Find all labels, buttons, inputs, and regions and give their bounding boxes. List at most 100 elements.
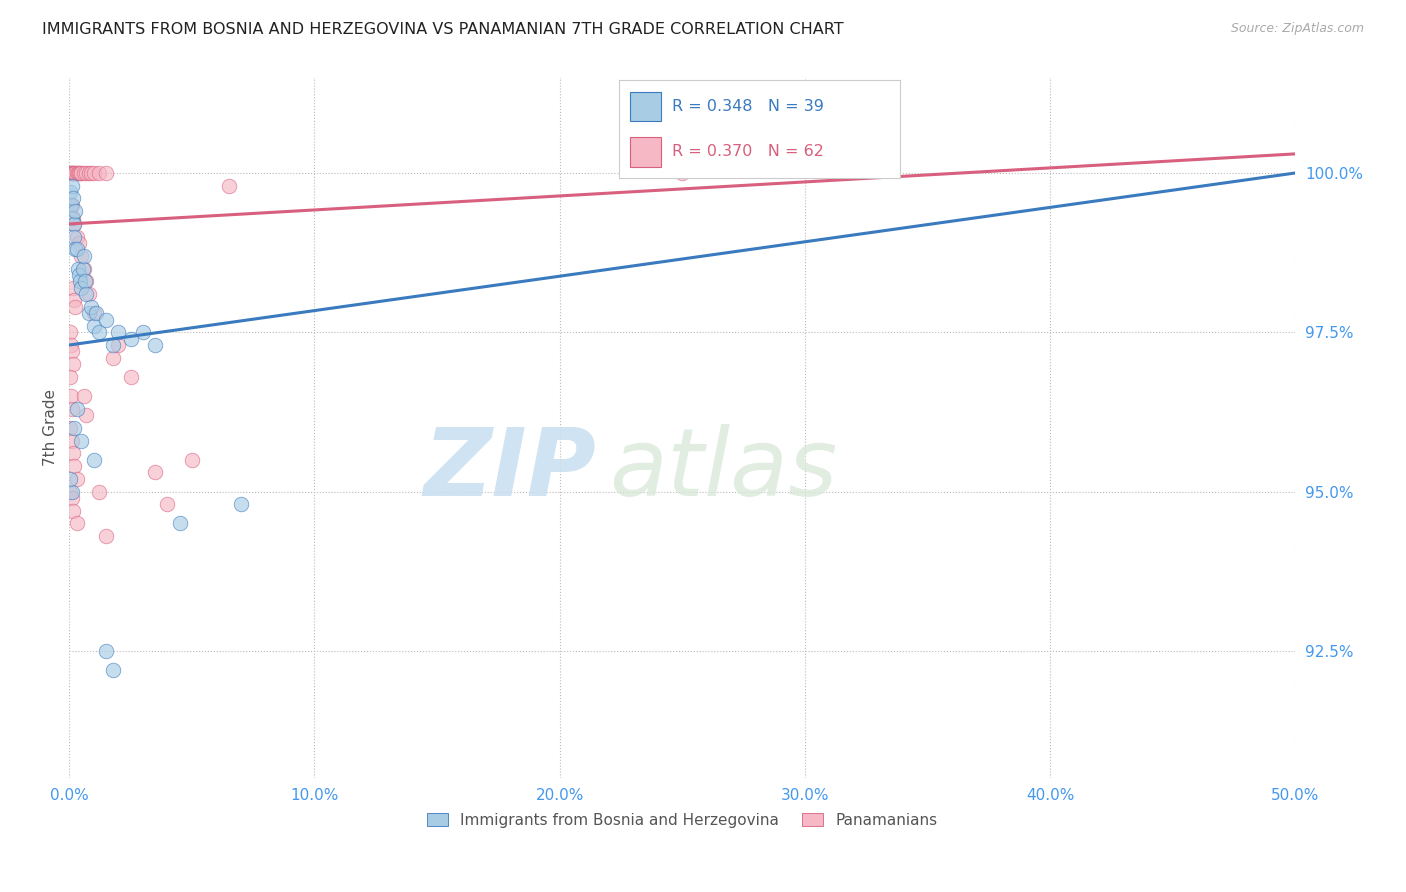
Point (62, 503, 84, 517)
Point (87, 484, 110, 499)
Point (62, 166, 84, 180)
Point (66, 166, 89, 180)
Legend: Immigrants from Bosnia and Herzegovina, Panamanians: Immigrants from Bosnia and Herzegovina, … (420, 806, 943, 834)
Point (107, 326, 129, 340)
Point (63, 229, 86, 244)
Point (73, 166, 96, 180)
Point (65, 243, 87, 257)
Point (94, 166, 117, 180)
Point (671, 166, 693, 180)
Point (67, 236, 90, 251)
Text: atlas: atlas (609, 425, 837, 516)
Point (63, 293, 86, 308)
Point (80, 300, 103, 314)
Point (60, 166, 83, 180)
Point (94, 529, 117, 543)
Point (59, 421, 82, 435)
Point (75, 287, 97, 301)
Point (75, 408, 97, 422)
Point (60, 491, 83, 505)
Point (60, 344, 83, 359)
Point (70, 281, 93, 295)
Point (63, 243, 86, 257)
Point (62, 166, 84, 180)
Point (83, 318, 105, 333)
Point (132, 326, 155, 340)
Point (63, 421, 86, 435)
Point (65, 472, 87, 486)
Text: ZIP: ZIP (423, 424, 596, 516)
Point (63, 166, 86, 180)
Point (143, 338, 166, 352)
Point (65, 166, 87, 180)
Point (70, 434, 93, 448)
Point (65, 204, 87, 219)
Point (70, 249, 93, 263)
Point (73, 261, 96, 276)
Point (62, 211, 84, 225)
Point (80, 166, 103, 180)
Point (60, 434, 83, 448)
Point (67, 268, 90, 282)
Point (65, 229, 87, 244)
Point (69, 274, 91, 288)
Point (75, 274, 97, 288)
Point (60, 178, 83, 193)
Point (69, 166, 91, 180)
Point (62, 357, 84, 371)
Point (77, 166, 100, 180)
Bar (630, 137, 661, 167)
Y-axis label: 7th Grade: 7th Grade (44, 389, 58, 467)
Point (83, 166, 105, 180)
Point (65, 516, 87, 531)
Point (60, 198, 83, 212)
Point (60, 166, 83, 180)
Point (65, 166, 87, 180)
Point (59, 472, 82, 486)
Point (169, 516, 191, 531)
Point (120, 369, 142, 384)
Point (67, 784, 90, 798)
Point (73, 249, 96, 263)
Point (103, 338, 125, 352)
Point (75, 166, 97, 180)
Point (107, 338, 129, 352)
Point (229, 497, 252, 511)
Point (73, 389, 96, 403)
Point (94, 644, 117, 658)
Point (65, 300, 87, 314)
Point (63, 217, 86, 231)
Point (75, 274, 97, 288)
Point (143, 466, 166, 480)
Text: R = 0.370   N = 62: R = 0.370 N = 62 (672, 145, 824, 160)
Bar (630, 92, 661, 121)
Point (70, 166, 93, 180)
Point (59, 326, 82, 340)
Point (59, 484, 82, 499)
Point (156, 497, 179, 511)
Point (94, 312, 117, 326)
Point (65, 401, 87, 416)
Point (60, 198, 83, 212)
Point (63, 458, 86, 473)
Point (62, 446, 84, 460)
Point (72, 261, 94, 276)
Point (59, 166, 82, 180)
Point (84, 306, 107, 320)
Point (66, 261, 89, 276)
Text: R = 0.348   N = 39: R = 0.348 N = 39 (672, 99, 824, 114)
Point (60, 166, 83, 180)
Point (87, 166, 110, 180)
Point (180, 452, 202, 467)
Point (62, 217, 84, 231)
Point (60, 389, 83, 403)
Point (62, 281, 84, 295)
Point (77, 306, 100, 320)
Point (218, 178, 240, 193)
Point (59, 185, 82, 199)
Point (60, 211, 83, 225)
Point (77, 287, 100, 301)
Point (62, 192, 84, 206)
Point (60, 401, 83, 416)
Point (103, 663, 125, 677)
